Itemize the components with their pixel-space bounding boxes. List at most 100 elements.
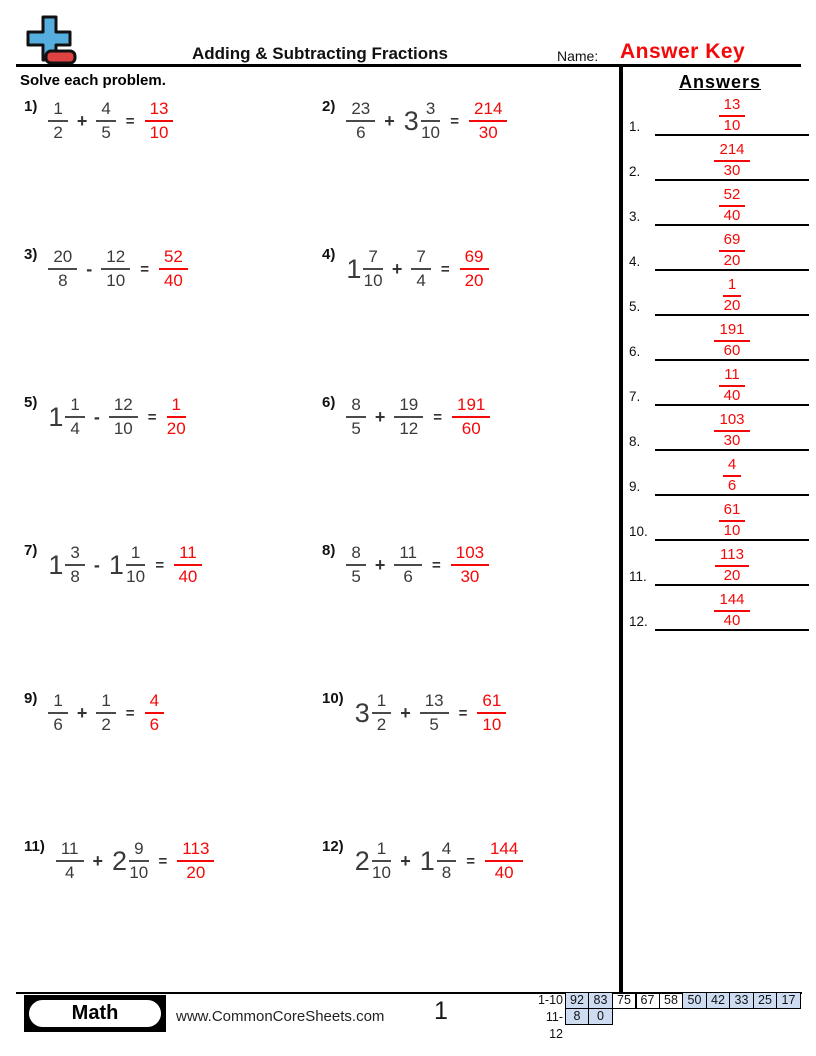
answer-value: 69 20	[655, 232, 809, 270]
whole-number: 1	[419, 845, 435, 876]
answer-blank-line	[655, 539, 809, 541]
numerator: 69	[459, 247, 489, 270]
equals-sign: =	[158, 852, 168, 870]
numerator: 1	[166, 395, 186, 418]
answer-row: 3. 52 40	[627, 183, 811, 228]
denominator: 30	[460, 567, 480, 586]
operator-plus: +	[92, 851, 104, 871]
whole-number: 2	[354, 845, 370, 876]
instructions-text: Solve each problem.	[20, 72, 166, 89]
problem-expression: 11 4 +2 9 10 = 113 20	[55, 835, 215, 887]
math-logo-text: Math	[71, 1002, 119, 1024]
math-logo: Math	[24, 995, 166, 1032]
equals-sign: =	[147, 408, 157, 426]
problem: 7) 1 3 8-1 1 10 = 11 40	[24, 539, 322, 687]
numerator: 8	[346, 395, 366, 418]
equals-sign: =	[440, 260, 450, 278]
numerator: 13	[419, 691, 449, 714]
problem-expression: 1 3 8-1 1 10 = 11 40	[48, 539, 202, 591]
numerator: 13	[718, 97, 746, 118]
answer-blank-line	[655, 359, 809, 361]
score-cell: 25	[752, 992, 778, 1009]
numerator: 11	[174, 543, 202, 566]
numerator: 103	[714, 412, 750, 433]
answer-value: 61 10	[655, 502, 809, 540]
denominator: 20	[464, 271, 484, 290]
answers-list: 1. 13 10 2. 214 30 3. 52 40 4. 69 20 5. 1 20 6. 191 60 7. 1…	[627, 93, 811, 633]
operand: 2 9 10	[112, 839, 149, 882]
numerator: 3	[420, 99, 441, 122]
page-number: 1	[434, 997, 448, 1025]
denominator: 4	[64, 863, 75, 882]
fraction: 12 10	[108, 395, 138, 438]
numerator: 3	[65, 543, 85, 566]
answer-fraction: 214 30	[469, 99, 508, 142]
answers-heading: Answers	[678, 72, 762, 92]
equals-sign: =	[125, 112, 135, 130]
numerator: 214	[469, 99, 508, 122]
denominator: 40	[494, 863, 514, 882]
answer-fraction: 11 40	[719, 367, 745, 405]
answer-value: 214 30	[655, 142, 809, 180]
problem-number: 4)	[322, 246, 336, 263]
answer-value: 103 30	[655, 412, 809, 450]
score-row: 11-12 8 0	[533, 1007, 801, 1043]
operand: 2 1 10	[355, 839, 392, 882]
fraction: 13 5	[419, 691, 449, 734]
numerator: 52	[158, 247, 188, 270]
answer-row: 4. 69 20	[627, 228, 811, 273]
problem-number: 11)	[24, 838, 45, 855]
numerator: 4	[144, 691, 165, 714]
answer-blank-line	[655, 629, 809, 631]
page-title: Adding & Subtracting Fractions	[192, 44, 448, 63]
score-row-label: 1-10	[537, 993, 563, 1007]
problems-grid: 1) 1 2 +4 5 = 13 10 2) 23 6 +3 3 10 = 214 30 3) 20 8-12 10 = 5…	[24, 95, 616, 983]
website-link: www.CommonCoreSheets.com	[176, 1008, 385, 1025]
denominator: 60	[723, 342, 741, 360]
answer-value: 144 40	[655, 592, 809, 630]
problem-number: 2)	[322, 98, 336, 115]
answer-fraction: 1 20	[722, 277, 742, 315]
denominator: 40	[723, 387, 741, 405]
answer-value: 11 40	[655, 367, 809, 405]
denominator: 20	[166, 419, 186, 438]
answer-value: 113 20	[655, 547, 809, 585]
problem-number: 8)	[322, 542, 336, 559]
answer-fraction: 113 20	[715, 547, 749, 585]
fraction: 1 10	[125, 543, 146, 586]
problem-number: 1)	[24, 98, 38, 115]
problem: 3) 20 8-12 10 = 52 40	[24, 243, 322, 391]
whole-number: 2	[112, 845, 128, 876]
score-cell: 0	[588, 1007, 613, 1025]
score-cell: 58	[658, 992, 684, 1009]
answer-number: 7.	[629, 389, 641, 404]
operand: 13 5	[419, 691, 449, 734]
denominator: 60	[461, 419, 481, 438]
answer-value: 13 10	[655, 97, 809, 135]
numerator: 1	[96, 691, 116, 714]
numerator: 103	[450, 543, 490, 566]
answer-fraction: 214 30	[714, 142, 750, 180]
denominator: 6	[403, 567, 413, 586]
numerator: 214	[714, 142, 750, 163]
answer-fraction: 69 20	[718, 232, 746, 270]
fraction: 11 6	[394, 543, 422, 586]
whole-number: 3	[354, 697, 370, 728]
whole-number: 1	[48, 401, 64, 432]
numerator: 4	[96, 99, 116, 122]
numerator: 61	[477, 691, 507, 714]
answer-number: 12.	[629, 614, 648, 629]
operator-plus: +	[391, 259, 403, 279]
denominator: 2	[53, 123, 63, 142]
score-cell: 8	[564, 1007, 590, 1025]
answer-fraction: 144 40	[484, 839, 524, 882]
answer-number: 5.	[629, 299, 641, 314]
answer-row: 7. 11 40	[627, 363, 811, 408]
denominator: 20	[723, 252, 741, 270]
